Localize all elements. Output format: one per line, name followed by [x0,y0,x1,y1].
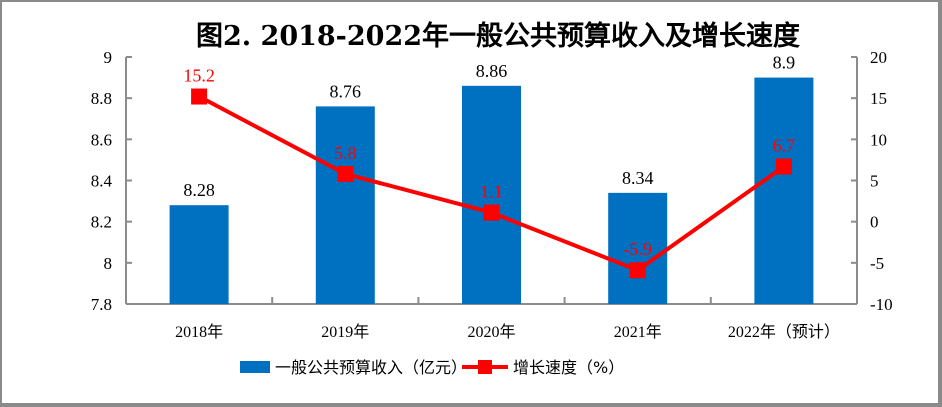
x-tick-label: 2021年 [614,323,662,341]
line-marker [775,158,792,175]
data-labels: 8.28 8.76 8.86 8.34 8.9 15.2 5.8 1.1 -5.9 6.7 [183,53,795,260]
right-tick-label: 5 [870,172,879,191]
bar [462,85,521,304]
chart-title: 图2. 2018-2022年一般公共预算收入及增长速度 [196,20,800,52]
x-tick-label: 2020年 [467,323,515,341]
left-tick-label: 8.6 [91,130,112,149]
legend-line-marker [478,360,492,374]
x-tick-label: 2018年 [175,323,223,341]
left-tick-label: 8.4 [91,172,113,191]
legend-line-label: 增长速度（%） [513,358,624,377]
right-tick-label: -5 [870,254,884,273]
bar-value-label: 8.86 [476,61,508,81]
bar [315,106,375,305]
line-value-label: 15.2 [183,66,215,86]
bar-value-label: 8.28 [183,180,215,200]
right-tick-label: 10 [870,130,887,149]
line-series [191,88,792,279]
left-tick-label: 8 [104,254,113,273]
line-value-label: 1.1 [480,182,503,202]
right-tick-label: 20 [870,48,887,67]
right-tick-label: 0 [870,213,879,232]
bar-value-label: 8.34 [622,168,654,188]
line-marker [337,165,354,182]
line-marker [483,204,500,221]
bar-series [169,77,814,305]
line-value-label: 6.7 [773,136,796,156]
left-tick-label: 7.8 [91,295,112,314]
bar-value-label: 8.76 [330,81,362,101]
legend-bar-label: 一般公共预算收入（亿元） [275,358,467,377]
x-tick-label: 2022年（预计） [728,323,840,341]
right-tick-label: -10 [870,295,893,314]
legend-bar-swatch [240,361,270,373]
line-marker [629,262,646,279]
x-tick-label: 2019年 [321,323,369,341]
legend: 一般公共预算收入（亿元） 增长速度（%） [240,358,624,377]
left-tick-label: 8.8 [91,89,112,108]
right-tick-label: 15 [870,89,887,108]
left-tick-label: 8.2 [91,213,112,232]
bar [169,205,229,304]
line-value-label: 5.8 [334,143,357,163]
bar [608,192,668,304]
left-tick-label: 9 [104,48,113,67]
line-value-label: -5.9 [623,239,652,259]
bar-value-label: 8.9 [773,53,796,73]
line-marker [191,88,208,105]
bar [754,77,814,304]
